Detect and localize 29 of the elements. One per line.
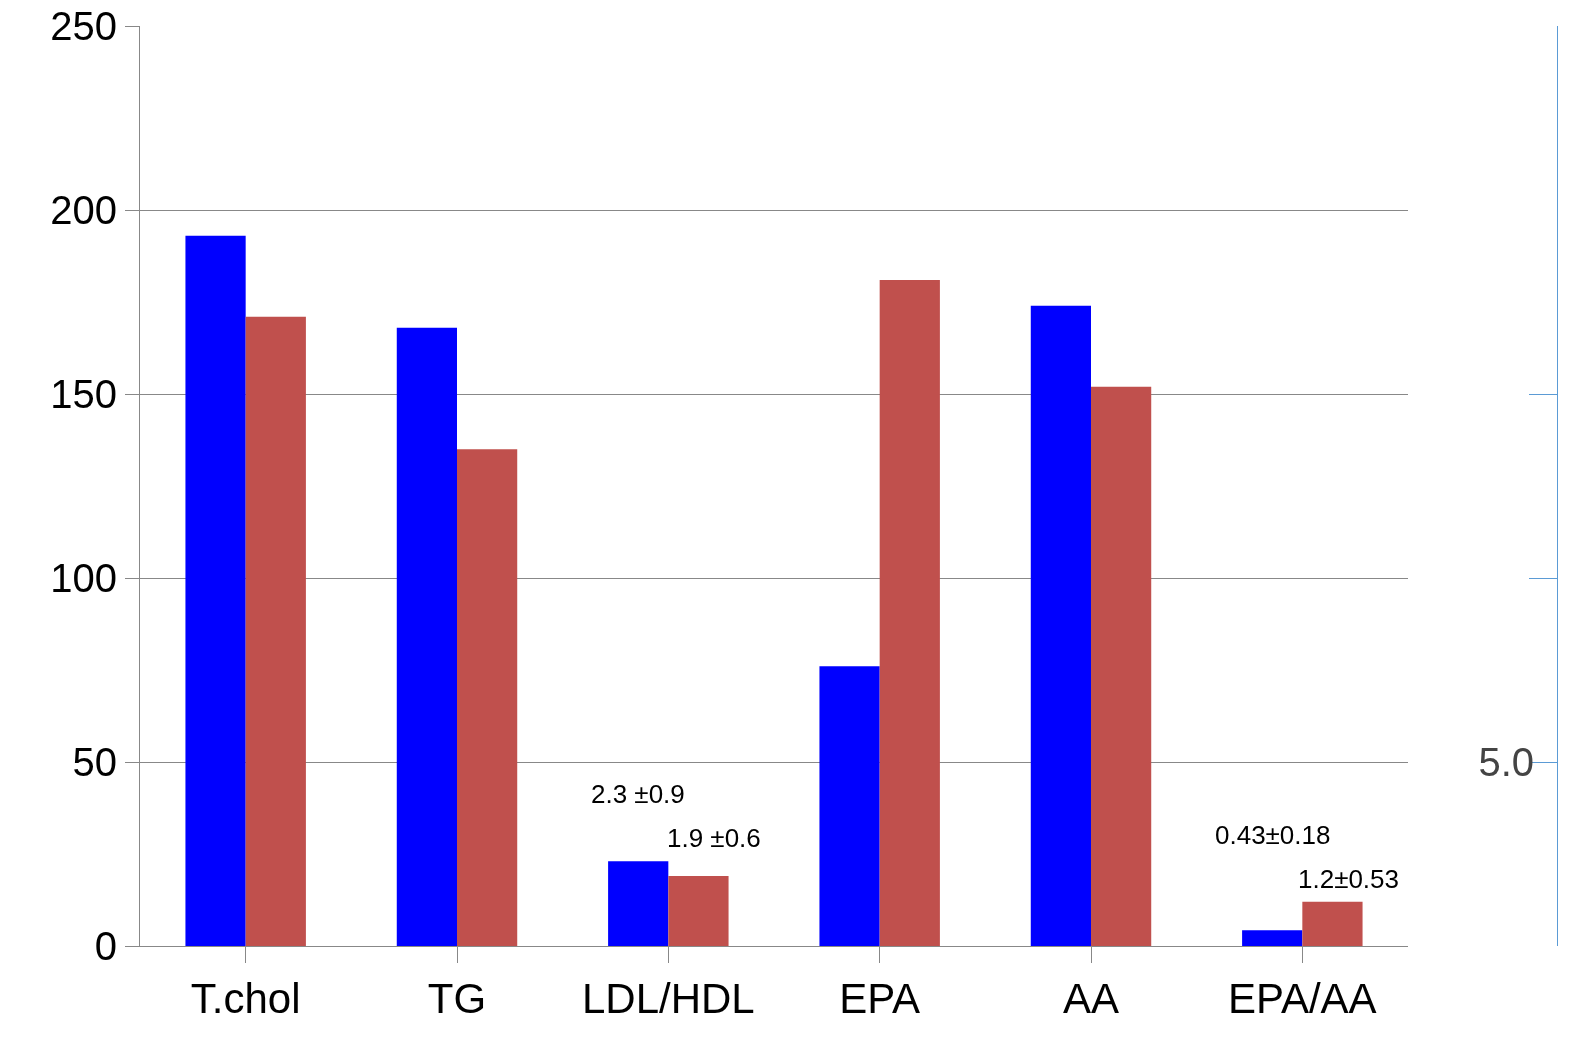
- bar: [608, 861, 669, 946]
- y-tick-label: 50: [72, 740, 117, 784]
- bar: [668, 876, 729, 946]
- bar: [1302, 901, 1363, 946]
- bar: [819, 666, 880, 946]
- x-tick-label: AA: [1062, 975, 1120, 1023]
- bar: [1030, 305, 1091, 946]
- x-tick-label: LDL/HDL: [581, 975, 755, 1023]
- bar: [1242, 930, 1303, 946]
- bar: [879, 279, 940, 946]
- data-label: 1.9 ±0.6: [667, 823, 761, 853]
- data-label: 1.2±0.53: [1298, 864, 1400, 894]
- bar: [457, 449, 518, 946]
- bar: [396, 327, 457, 946]
- x-tick-label: EPA/AA: [1228, 975, 1377, 1023]
- y-tick-label: 150: [50, 372, 117, 416]
- y-tick-label: 100: [50, 556, 117, 600]
- y-tick-label: 250: [50, 4, 117, 48]
- x-tick-label: TG: [427, 975, 487, 1023]
- bar: [245, 316, 306, 946]
- y-tick-label: 0: [94, 924, 117, 968]
- x-tick-label: EPA: [839, 975, 921, 1023]
- bar: [1091, 386, 1152, 946]
- data-label: 2.3 ±0.9: [591, 779, 685, 809]
- data-label: 0.43±0.18: [1215, 820, 1331, 850]
- y2-tick-label: 5.0: [1478, 740, 1534, 784]
- bar: [185, 235, 246, 946]
- x-tick-label: T.chol: [190, 975, 301, 1023]
- y-tick-label: 200: [50, 188, 117, 232]
